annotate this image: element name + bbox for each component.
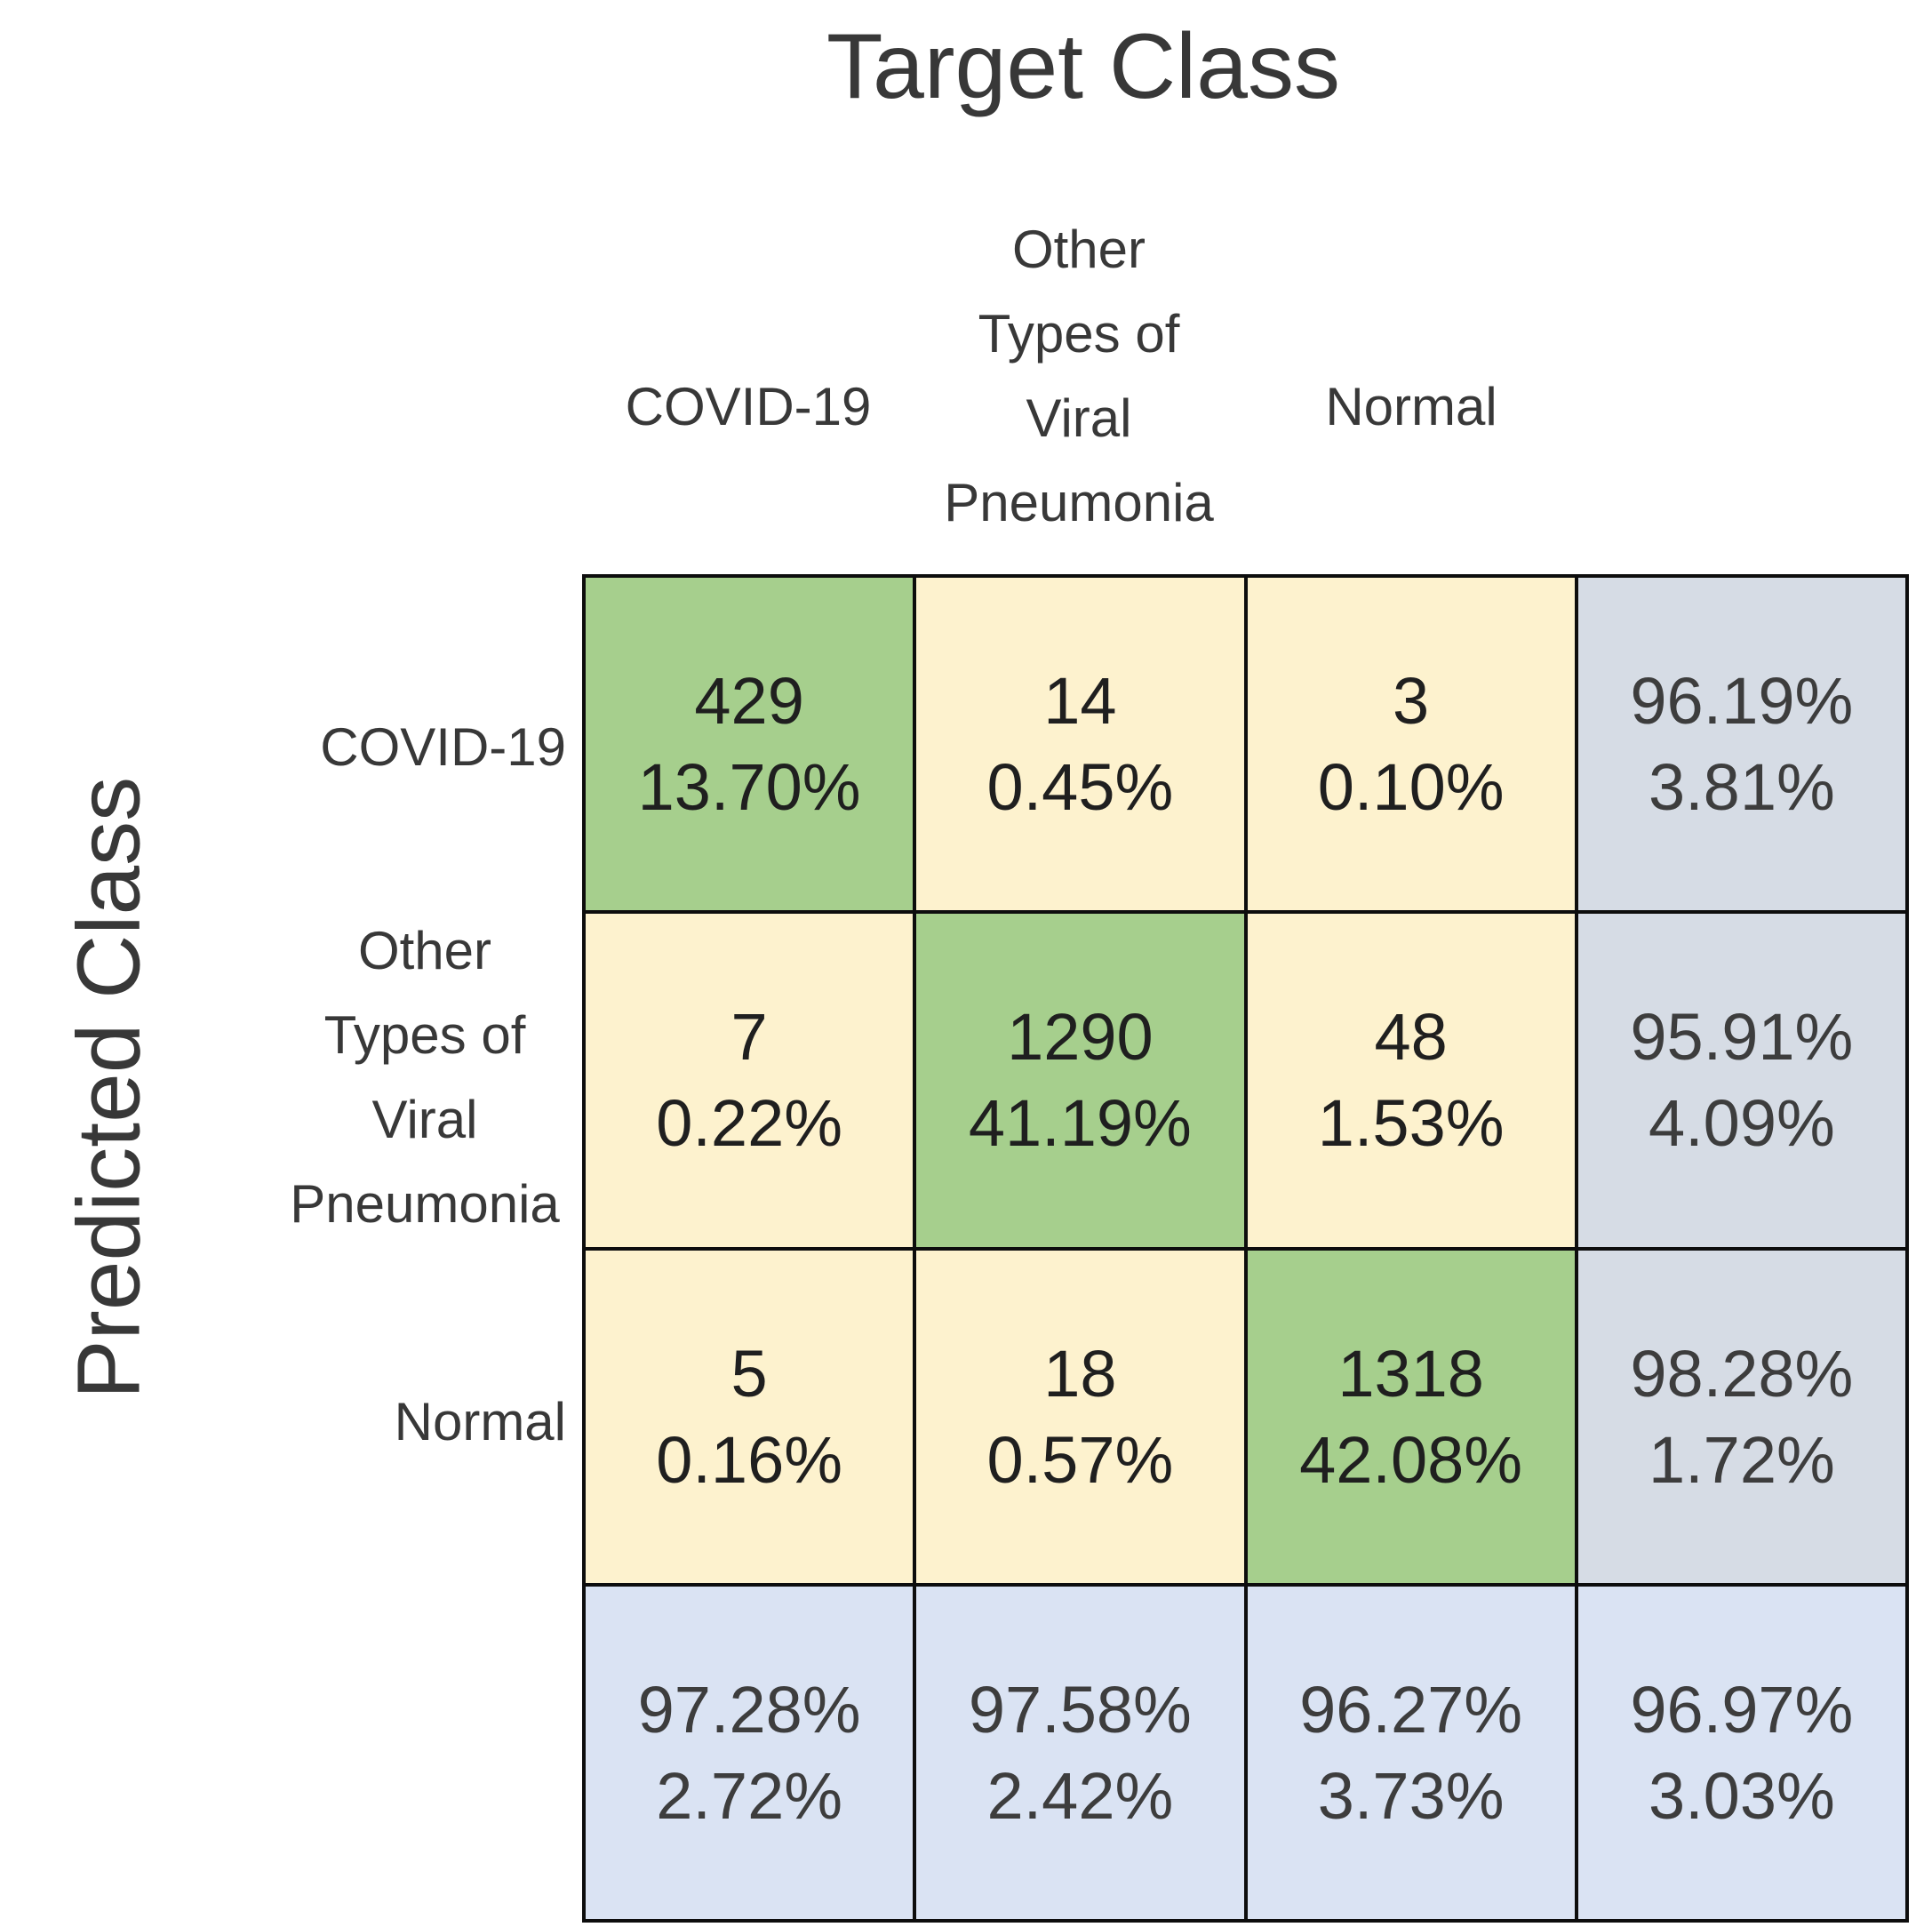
row-summary-cell-r1: 95.91% 4.09% — [1577, 914, 1905, 1247]
cell-percent: 0.22% — [656, 1086, 843, 1161]
confusion-matrix-grid: 429 13.70% 14 0.45% 3 0.10% 96.19% 3.81%… — [582, 574, 1909, 1923]
row-summary-cell-r2: 98.28% 1.72% — [1577, 1250, 1905, 1583]
matrix-cell-r1c0: 7 0.22% — [586, 914, 914, 1247]
row-recall-percent: 98.28% — [1630, 1336, 1854, 1411]
col-error-percent: 2.72% — [656, 1758, 843, 1833]
row-error-percent: 1.72% — [1648, 1422, 1835, 1497]
matrix-cell-r1c1: 1290 41.19% — [916, 914, 1244, 1247]
cell-count: 48 — [1374, 1000, 1448, 1075]
row-header-normal: Normal — [394, 1392, 566, 1451]
target-class-title: Target Class — [826, 15, 1340, 118]
row-error-percent: 3.81% — [1648, 750, 1835, 825]
row-error-percent: 4.09% — [1648, 1086, 1835, 1161]
matrix-cell-r2c2: 1318 42.08% — [1247, 1250, 1575, 1583]
cell-percent: 1.53% — [1317, 1086, 1505, 1161]
column-header-normal: Normal — [1325, 377, 1497, 436]
matrix-cell-r2c0: 5 0.16% — [586, 1250, 914, 1583]
cell-percent: 0.45% — [986, 750, 1174, 825]
col-summary-cell-c0: 97.28% 2.72% — [586, 1586, 914, 1919]
cell-count: 7 — [730, 1000, 768, 1075]
cell-count: 14 — [1043, 664, 1117, 739]
matrix-cell-r1c2: 48 1.53% — [1247, 914, 1575, 1247]
matrix-cell-r0c2: 3 0.10% — [1247, 578, 1575, 911]
column-header-other-viral-pneumonia: Other Types of Viral Pneumonia — [944, 220, 1214, 532]
col-summary-cell-c2: 96.27% 3.73% — [1247, 1586, 1575, 1919]
cell-count: 18 — [1043, 1336, 1117, 1411]
col-summary-cell-c1: 97.58% 2.42% — [916, 1586, 1244, 1919]
cell-count: 429 — [694, 664, 804, 739]
overall-accuracy-percent: 96.97% — [1630, 1672, 1854, 1747]
col-precision-percent: 96.27% — [1299, 1672, 1523, 1747]
cell-percent: 13.70% — [637, 750, 861, 825]
overall-error-percent: 3.03% — [1648, 1758, 1835, 1833]
cell-percent: 41.19% — [968, 1086, 1192, 1161]
row-summary-cell-r0: 96.19% 3.81% — [1577, 578, 1905, 911]
col-precision-percent: 97.58% — [968, 1672, 1192, 1747]
matrix-cell-r0c0: 429 13.70% — [586, 578, 914, 911]
row-header-other-viral-pneumonia: Other Types of Viral Pneumonia — [290, 921, 560, 1234]
row-recall-percent: 96.19% — [1630, 664, 1854, 739]
cell-percent: 0.57% — [986, 1422, 1174, 1497]
cell-count: 1318 — [1337, 1336, 1484, 1411]
cell-percent: 42.08% — [1299, 1422, 1523, 1497]
cell-percent: 0.16% — [656, 1422, 843, 1497]
cell-count: 5 — [730, 1336, 768, 1411]
col-precision-percent: 97.28% — [637, 1672, 861, 1747]
cell-count: 3 — [1393, 664, 1430, 739]
predicted-class-axis-label: Predicted Class — [59, 776, 159, 1400]
matrix-cell-r2c1: 18 0.57% — [916, 1250, 1244, 1583]
matrix-cell-r0c1: 14 0.45% — [916, 578, 1244, 911]
col-error-percent: 3.73% — [1317, 1758, 1505, 1833]
row-header-covid19: COVID-19 — [320, 717, 566, 777]
column-header-covid19: COVID-19 — [625, 377, 872, 436]
cell-percent: 0.10% — [1317, 750, 1505, 825]
col-error-percent: 2.42% — [986, 1758, 1174, 1833]
row-recall-percent: 95.91% — [1630, 1000, 1854, 1075]
cell-count: 1290 — [1007, 1000, 1154, 1075]
overall-accuracy-cell: 96.97% 3.03% — [1577, 1586, 1905, 1919]
